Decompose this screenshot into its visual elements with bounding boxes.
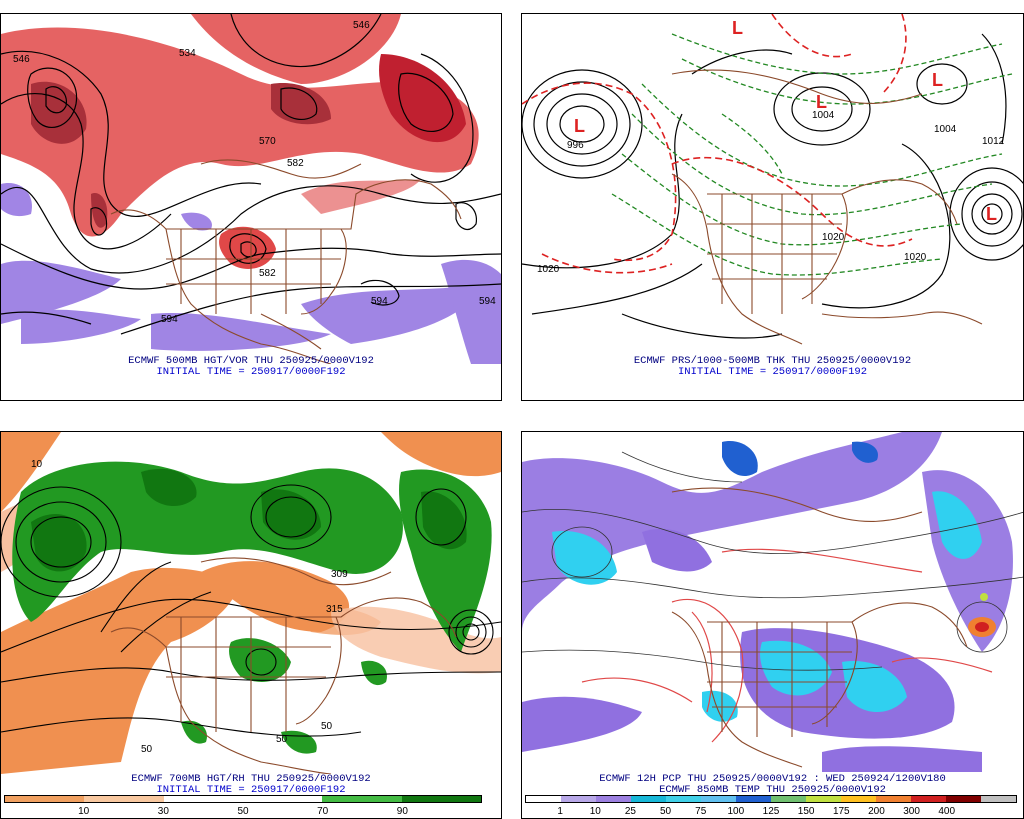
colorbar-segment [946, 796, 981, 802]
colorbar-tick-label: 70 [317, 806, 329, 817]
low-pressure-symbol: L [932, 70, 943, 90]
contour-label: 582 [287, 158, 304, 169]
panel-caption: ECMWF 700MB HGT/RH THU 250925/0000V192 [131, 773, 371, 785]
panel-sfc-pressure-thickness: L L L L L 1020 1020 996 1004 1004 1012 1… [521, 13, 1024, 401]
colorbar-segment [666, 796, 701, 802]
colorbar-segment [322, 796, 402, 802]
contour-label: 582 [259, 268, 276, 279]
initial-time-label: INITIAL TIME = 250917/0000F192 [677, 366, 868, 378]
colorbar-tick-label: 125 [762, 806, 780, 817]
low-pressure-symbol: L [816, 92, 827, 112]
colorbar-tick-label: 300 [903, 806, 920, 817]
isobar-label: 1020 [904, 252, 927, 263]
colorbar-segment [401, 796, 481, 802]
colorbar-segment [5, 796, 85, 802]
contour-label: 594 [479, 296, 496, 307]
colorbar-tick-label: 150 [797, 806, 815, 817]
contour-label: 594 [161, 314, 178, 325]
panel-caption: ECMWF 500MB HGT/VOR THU 250925/0000V192 [128, 355, 374, 367]
map-500mb-vorticity: 546 534 546 570 582 582 594 594 594 [1, 14, 501, 364]
colorbar-tick-label: 50 [237, 806, 249, 817]
colorbar-segment [911, 796, 946, 802]
contour-label: 50 [276, 734, 288, 745]
contour-label: 50 [141, 744, 153, 755]
colorbar-tick-label: 175 [832, 806, 850, 817]
colorbar-segment [526, 796, 561, 802]
colorbar-tick-label: 50 [660, 806, 672, 817]
colorbar-tick-label: 1 [557, 806, 563, 817]
panel-500mb-hgt-vor: 546 534 546 570 582 582 594 594 594 ECMW… [0, 13, 502, 401]
isobar-label: 1020 [537, 264, 560, 275]
contour-label: 534 [179, 48, 196, 59]
contour-label: 50 [321, 721, 333, 732]
contour-label: 315 [326, 604, 343, 615]
colorbar-segment [596, 796, 631, 802]
contour-label: 546 [13, 54, 30, 65]
contour-label: 10 [31, 459, 43, 470]
colorbar-segment [631, 796, 666, 802]
colorbar-segment [806, 796, 841, 802]
low-pressure-symbol: L [574, 116, 585, 136]
colorbar-tick-label: 10 [78, 806, 90, 817]
colorbar-tick-label: 10 [589, 806, 601, 817]
precip-colorbar [525, 795, 1017, 803]
contour-label: 309 [331, 569, 348, 580]
contour-label: 570 [259, 136, 276, 147]
colorbar-tick-label: 400 [938, 806, 956, 817]
colorbar-segment [736, 796, 771, 802]
contour-label: 546 [353, 20, 370, 31]
isobar-label: 1012 [982, 136, 1005, 147]
colorbar-tick-label: 25 [624, 806, 636, 817]
rh-colorbar [4, 795, 482, 803]
colorbar-segment [701, 796, 736, 802]
panel-caption: ECMWF 12H PCP THU 250925/0000V192 : WED … [599, 773, 946, 785]
panel-700mb-hgt-rh: 309 315 50 50 50 10 ECMWF 700MB HGT/RH T… [0, 431, 502, 819]
map-pressure-thickness: L L L L L 1020 1020 996 1004 1004 1012 1… [522, 14, 1023, 345]
isobar-label: 1004 [812, 110, 835, 121]
precip-colorbar-ticks: 1 10 25 50 75 100 125 150 175 200 300 400 [525, 806, 1017, 818]
colorbar-segment [242, 796, 323, 802]
colorbar-segment [981, 796, 1016, 802]
rh-colorbar-ticks: 10 30 50 70 90 [4, 806, 482, 818]
colorbar-segment [561, 796, 596, 802]
colorbar-segment [771, 796, 806, 802]
colorbar-segment [84, 796, 164, 802]
isobar-label: 1020 [822, 232, 845, 243]
map-700mb-rh: 309 315 50 50 50 10 [1, 432, 501, 774]
colorbar-segment [841, 796, 876, 802]
isobar-label: 996 [567, 140, 584, 151]
colorbar-tick-label: 200 [868, 806, 885, 817]
panel-12h-precip-850mb-temp: ECMWF 12H PCP THU 250925/0000V192 : WED … [521, 431, 1024, 819]
panel-caption: ECMWF PRS/1000-500MB THK THU 250925/0000… [633, 355, 912, 367]
colorbar-tick-label: 100 [727, 806, 745, 817]
contour-label: 594 [371, 296, 388, 307]
map-precip-850mb-temp [522, 432, 1023, 772]
colorbar-segment [876, 796, 911, 802]
isobar-label: 1004 [934, 124, 957, 135]
initial-time-label: INITIAL TIME = 250917/0000F192 [156, 366, 346, 378]
low-pressure-symbol: L [986, 204, 997, 224]
low-pressure-symbol: L [732, 18, 743, 38]
colorbar-tick-label: 90 [396, 806, 408, 817]
initial-time-label: INITIAL TIME = 250917/0000F192 [156, 784, 346, 796]
colorbar-tick-label: 30 [157, 806, 169, 817]
colorbar-segment [163, 796, 243, 802]
colorbar-tick-label: 75 [695, 806, 707, 817]
panel-caption-secondary: ECMWF 850MB TEMP THU 250925/0000V192 [659, 784, 886, 796]
